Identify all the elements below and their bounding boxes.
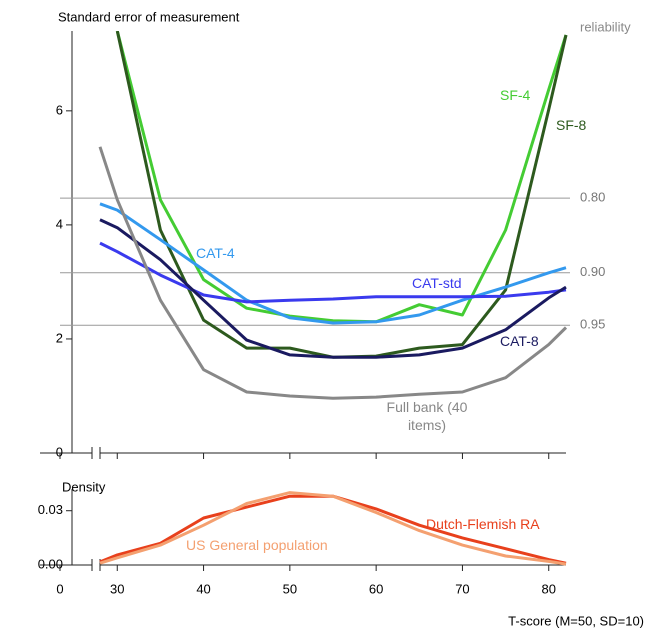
x-tick-label: 70 — [455, 581, 469, 596]
series-line — [99, 241, 567, 304]
series-label: Full bank (40 items) — [386, 399, 468, 433]
reliability-label: 0.90 — [580, 264, 605, 279]
series-label: CAT-std — [412, 275, 462, 291]
y-tick-label: 4 — [56, 216, 63, 231]
y-tick-label: 0.00 — [38, 556, 63, 571]
series-line — [99, 491, 567, 566]
x-tick-label: 60 — [369, 581, 383, 596]
series-line — [99, 218, 567, 359]
series-label: US General population — [186, 537, 328, 553]
x-tick-label: 0 — [56, 581, 63, 596]
reliability-label: 0.95 — [580, 317, 605, 332]
chart-title: Standard error of measurement — [58, 9, 240, 24]
series-label: CAT-8 — [500, 333, 539, 349]
y-tick-label: 0 — [56, 444, 63, 459]
x-tick-label: 50 — [283, 581, 297, 596]
x-tick-label: 80 — [542, 581, 556, 596]
series-line — [115, 31, 568, 359]
axes — [40, 31, 566, 571]
y-title: Density — [62, 479, 106, 494]
series-line — [98, 146, 568, 400]
series-label: CAT-4 — [196, 245, 235, 261]
series-group — [99, 491, 567, 566]
series-label: SF-4 — [500, 87, 531, 103]
series-line — [99, 202, 567, 325]
series-label: SF-8 — [556, 117, 587, 133]
x-title: T-score (M=50, SD=10) — [508, 613, 644, 628]
y2-title: reliability — [580, 19, 631, 34]
x-tick-label: 30 — [110, 581, 124, 596]
series-label: Dutch-Flemish RA — [426, 516, 540, 532]
y-tick-label: 0.03 — [38, 502, 63, 517]
y-tick-label: 2 — [56, 330, 63, 345]
x-tick-label: 40 — [196, 581, 210, 596]
series-group — [98, 31, 568, 400]
y-tick-label: 6 — [56, 102, 63, 117]
reliability-label: 0.80 — [580, 190, 605, 205]
